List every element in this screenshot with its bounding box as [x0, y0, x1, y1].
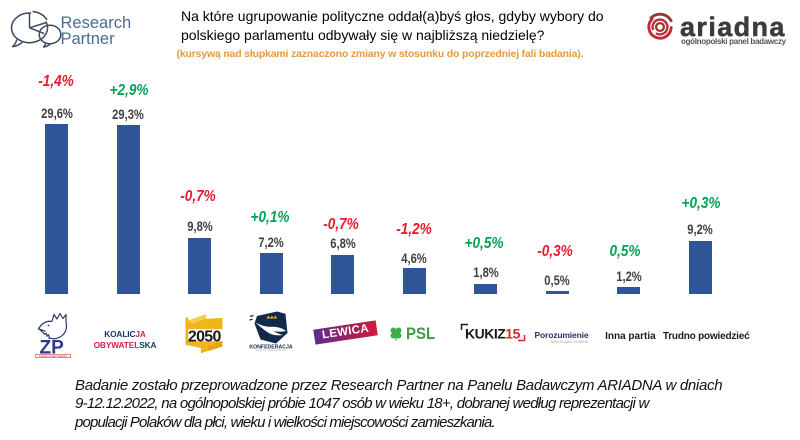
svg-text:ZJEDNOCZONA PRAWICA: ZJEDNOCZONA PRAWICA: [39, 355, 67, 358]
svg-text:KUKIZ15: KUKIZ15: [465, 326, 521, 342]
svg-text:ZP: ZP: [40, 337, 65, 358]
svg-text:WOLNOŚĆ I NIEPODLEGŁOŚĆ: WOLNOŚĆ I NIEPODLEGŁOŚĆ: [256, 349, 287, 351]
svg-text:KONFEDERACJA: KONFEDERACJA: [249, 345, 292, 351]
svg-text:2050: 2050: [188, 328, 222, 345]
